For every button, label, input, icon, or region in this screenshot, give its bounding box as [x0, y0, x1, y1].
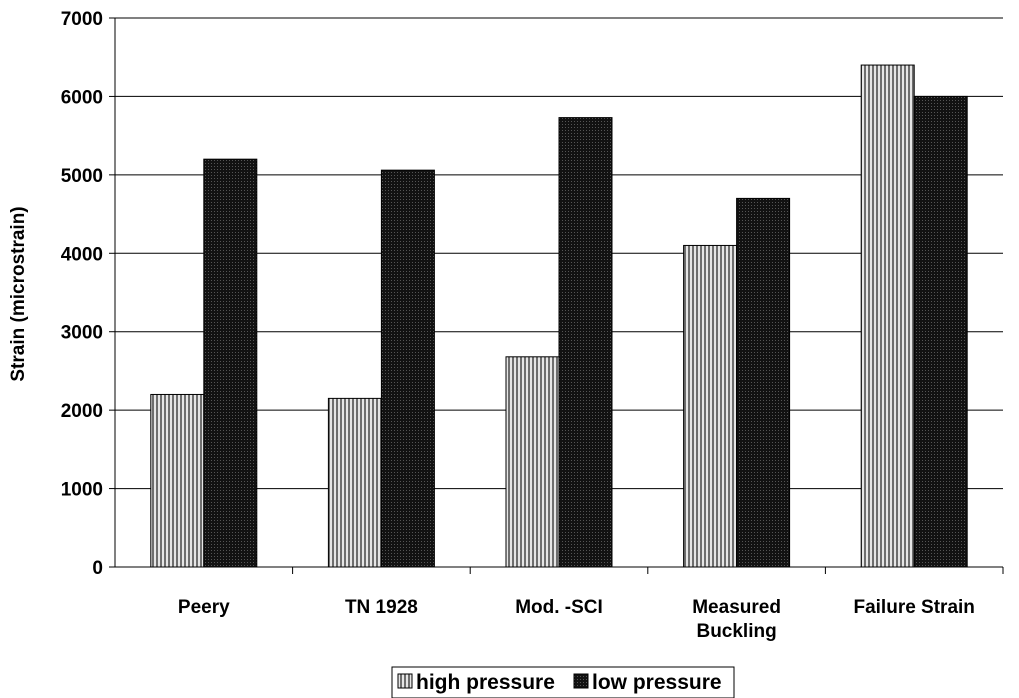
legend-label-high-pressure: high pressure: [416, 671, 555, 694]
y-tick-label: 3000: [61, 323, 103, 344]
bar-low-pressure: [736, 197, 791, 568]
axes: [109, 17, 1004, 574]
bar-low-pressure: [380, 169, 435, 568]
y-tick-label: 5000: [61, 166, 103, 187]
legend-label-low-pressure: low pressure: [592, 671, 722, 694]
y-tick-label: 2000: [61, 401, 103, 422]
y-tick-labels: 0 1000 2000 3000 4000 5000 6000 7000: [61, 9, 103, 579]
y-tick-label: 4000: [61, 244, 103, 265]
x-category-label-line: Buckling: [696, 621, 776, 642]
x-category-label-line: TN 1928: [345, 597, 418, 618]
x-category-label-line: Mod. -SCI: [515, 597, 603, 618]
y-tick-label: 1000: [61, 480, 103, 501]
bar-high-pressure: [327, 397, 382, 568]
legend-box: [391, 666, 735, 698]
bar-high-pressure: [505, 356, 560, 568]
y-axis-title: Strain (microstrain): [8, 206, 29, 381]
bar-high-pressure: [860, 64, 915, 568]
x-category-label-line: Peery: [178, 597, 230, 618]
y-tick-label: 7000: [61, 9, 103, 30]
x-category-label-line: Failure Strain: [853, 597, 974, 618]
x-category-label: Failure Strain: [853, 597, 974, 618]
legend: high pressure low pressure: [391, 666, 735, 698]
x-category-label: Measured Buckling: [692, 597, 781, 642]
bar-low-pressure: [203, 158, 258, 568]
x-category-label-line: Measured: [692, 597, 781, 618]
x-category-label: Mod. -SCI: [515, 597, 603, 618]
bar-low-pressure: [913, 95, 968, 568]
x-category-label: TN 1928: [345, 597, 418, 618]
y-tick-label: 6000: [61, 87, 103, 108]
x-category-label: Peery: [178, 597, 230, 618]
legend-swatch-high-pressure: [397, 673, 413, 689]
x-category-labels: Peery TN 1928 Mod. -SCI Measured Buckling Fai…: [178, 597, 975, 642]
bar-high-pressure: [683, 244, 738, 568]
y-tick-label: 0: [92, 558, 103, 579]
bar-high-pressure: [150, 393, 205, 568]
bar-low-pressure: [558, 117, 613, 568]
bars: [150, 64, 968, 568]
legend-swatch-low-pressure: [573, 673, 589, 689]
